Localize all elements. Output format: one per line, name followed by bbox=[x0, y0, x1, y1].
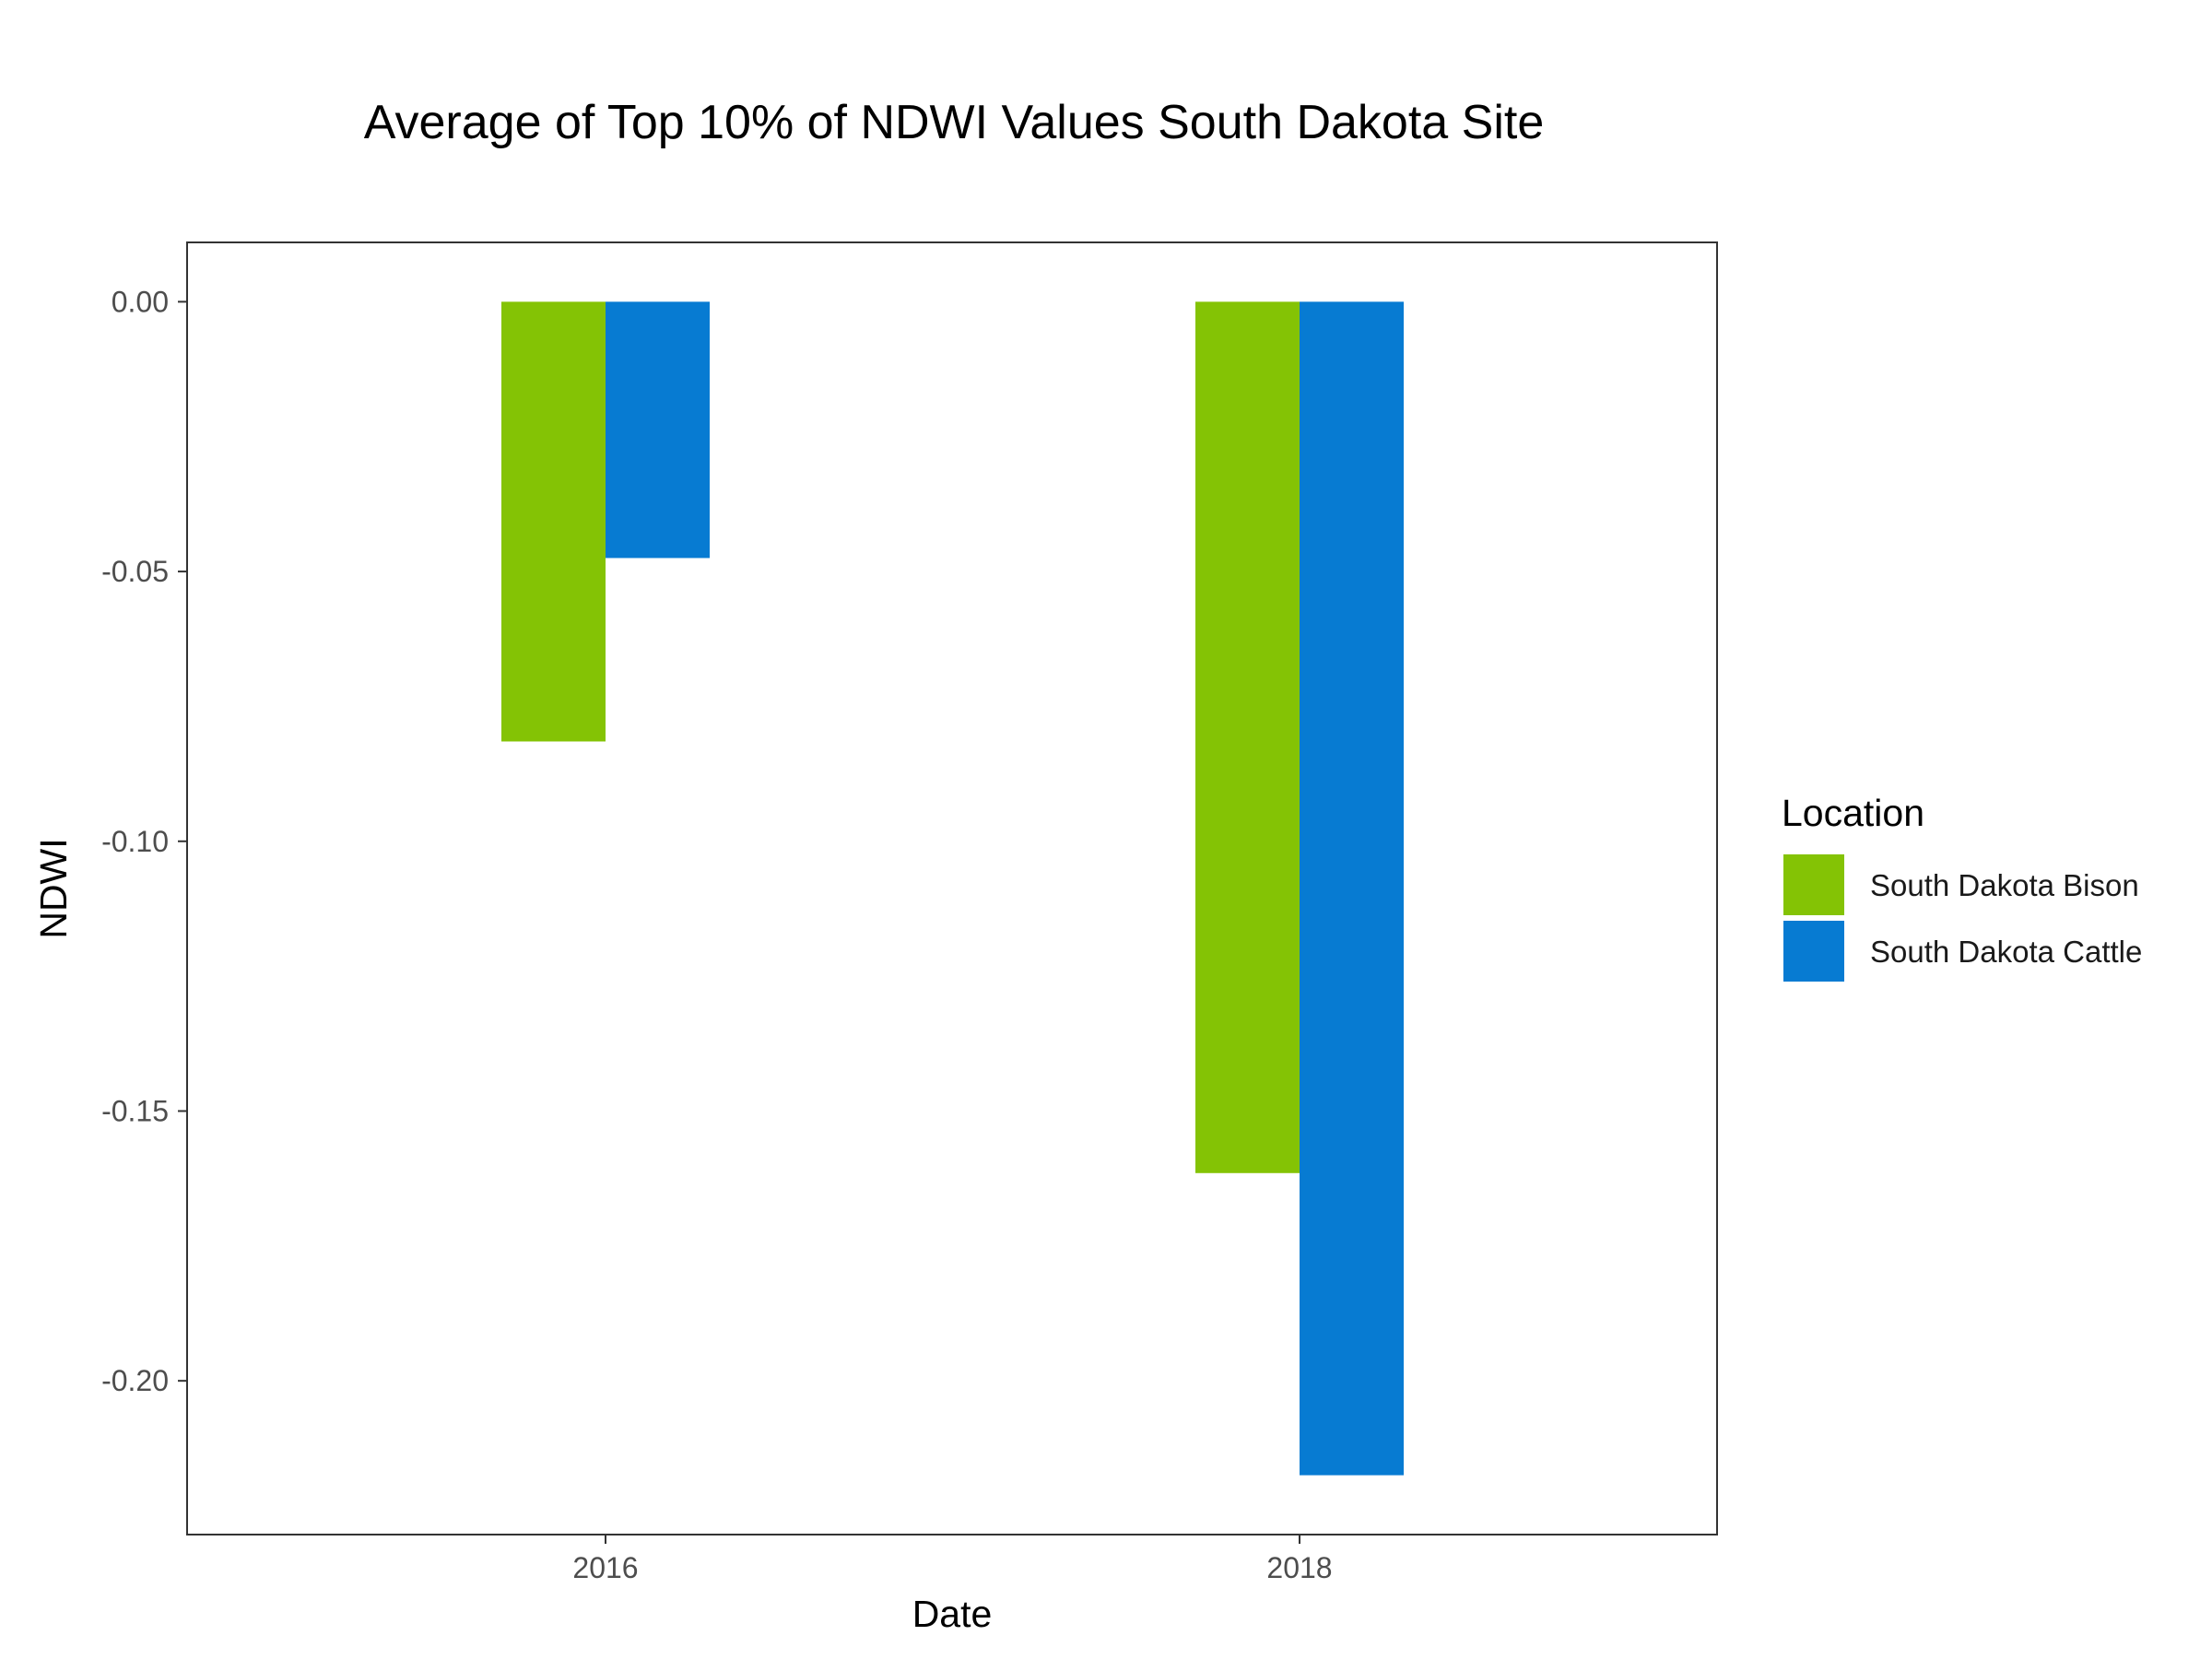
bar-south-dakota-cattle-2016 bbox=[606, 301, 710, 559]
bar-south-dakota-cattle-2018 bbox=[1300, 301, 1404, 1476]
y-axis-title: NDWI bbox=[32, 838, 75, 938]
plot-panel bbox=[186, 241, 1718, 1535]
y-tick-label: -0.20 bbox=[101, 1364, 169, 1397]
x-tick-label: 2018 bbox=[1266, 1551, 1332, 1584]
legend: Location South Dakota Bison South Dakota … bbox=[1782, 792, 2142, 982]
legend-key-south-dakota-cattle bbox=[1783, 921, 1844, 982]
legend-title: Location bbox=[1782, 792, 1924, 834]
chart-title: Average of Top 10% of NDWI Values South … bbox=[364, 96, 1545, 149]
y-axis: 0.00 -0.05 -0.10 -0.15 -0.20 bbox=[101, 285, 187, 1397]
y-tick-label: -0.10 bbox=[101, 825, 169, 858]
y-tick-label: -0.05 bbox=[101, 555, 169, 588]
bars-group bbox=[501, 301, 1404, 1476]
legend-label: South Dakota Cattle bbox=[1870, 935, 2142, 969]
y-tick-label: 0.00 bbox=[112, 285, 169, 318]
x-axis: 2016 2018 bbox=[572, 1535, 1333, 1584]
legend-key-south-dakota-bison bbox=[1783, 854, 1844, 915]
bar-south-dakota-bison-2018 bbox=[1195, 301, 1300, 1173]
bar-south-dakota-bison-2016 bbox=[501, 301, 606, 742]
legend-label: South Dakota Bison bbox=[1870, 868, 2139, 902]
x-axis-title: Date bbox=[912, 1593, 993, 1635]
x-tick-label: 2016 bbox=[572, 1551, 638, 1584]
y-tick-label: -0.15 bbox=[101, 1094, 169, 1127]
